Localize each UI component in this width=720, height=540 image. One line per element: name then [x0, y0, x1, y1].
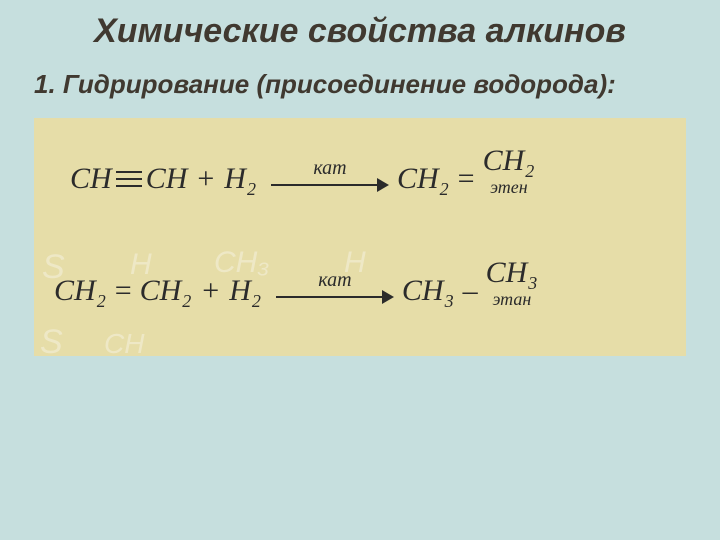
reaction-2-rhs: CH3 – CH3 этан	[402, 258, 538, 308]
subscript: 3	[444, 291, 455, 312]
arrow-icon	[271, 178, 389, 192]
arrow-icon	[276, 290, 394, 304]
formula-text: CH	[486, 258, 528, 288]
reaction-1-rhs: CH2 = CH2 этен	[397, 146, 535, 196]
watermark-text: S	[40, 323, 63, 356]
plus-operator: +	[187, 162, 224, 196]
product-stack: CH2 этен	[483, 146, 536, 196]
subscript: 2	[251, 291, 262, 312]
formula-text: CH	[140, 274, 182, 308]
subscript: 2	[524, 162, 535, 180]
subscript: 3	[527, 274, 538, 292]
arrow-label: кат	[318, 269, 351, 292]
page-title: Химические свойства алкинов	[0, 0, 720, 51]
watermark-text: CH	[104, 328, 144, 356]
double-bond: =	[107, 274, 140, 308]
double-bond: =	[450, 162, 483, 196]
formula-text: CH	[146, 162, 188, 196]
subscript: 2	[96, 291, 107, 312]
formula-text: CH	[397, 162, 439, 196]
formula-text: CH	[402, 274, 444, 308]
reaction-arrow: кат	[276, 269, 394, 304]
formula-text: CH	[70, 162, 112, 196]
reaction-1: CH CH + H2 кат CH2 = CH2 этен	[34, 146, 686, 196]
reaction-1-lhs: CH CH + H2	[34, 162, 257, 196]
triple-bond-icon	[116, 168, 142, 190]
formula-text: H	[229, 274, 251, 308]
slide: Химические свойства алкинов 1. Гидрирова…	[0, 0, 720, 540]
reaction-2: CH2 = CH2 + H2 кат CH3 – CH3 этан	[34, 258, 686, 308]
formula-text: CH	[54, 274, 96, 308]
subscript: 2	[181, 291, 192, 312]
section-heading: 1. Гидрирование (присоединение водорода)…	[0, 51, 720, 110]
reaction-2-lhs: CH2 = CH2 + H2	[34, 274, 262, 308]
subscript: 2	[246, 179, 257, 200]
arrow-label: кат	[313, 157, 346, 180]
product-name: этен	[490, 178, 528, 196]
subscript: 2	[439, 179, 450, 200]
reaction-arrow: кат	[271, 157, 389, 192]
product-stack: CH3 этан	[486, 258, 539, 308]
formula-text: H	[224, 162, 246, 196]
equations-panel: S H CH₃ H S CH CH CH + H2 кат CH2 =	[34, 118, 686, 356]
plus-operator: +	[192, 274, 229, 308]
single-bond: –	[455, 274, 486, 308]
formula-text: CH	[483, 146, 525, 176]
product-name: этан	[492, 290, 531, 308]
